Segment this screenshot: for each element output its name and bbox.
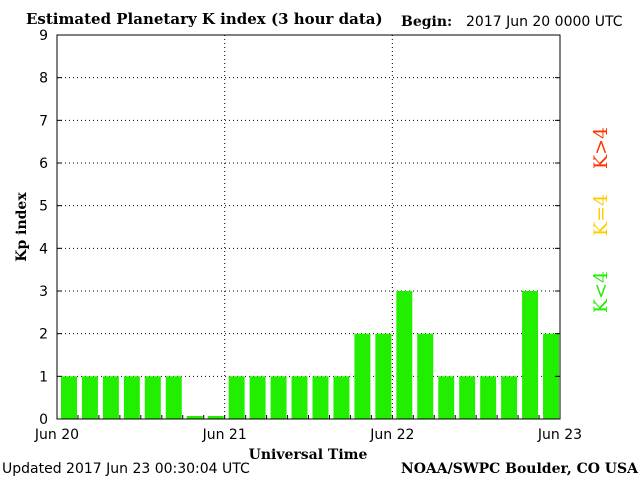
y-tick-label: 0 (39, 412, 48, 428)
kp-bar (396, 291, 413, 419)
kp-bar (333, 376, 350, 419)
kp-bar (291, 376, 308, 419)
credit-text: NOAA/SWPC Boulder, CO USA (400, 461, 638, 477)
kp-bar (165, 376, 182, 419)
y-tick-label: 4 (39, 241, 48, 257)
legend-k-less-4: K<4 (590, 270, 612, 314)
kp-bar (438, 376, 455, 419)
y-tick-label: 5 (39, 199, 48, 215)
kp-bar (207, 416, 224, 419)
y-tick-label: 7 (39, 113, 48, 129)
kp-bar (522, 291, 539, 419)
legend-k-equal-4: K=4 (590, 193, 612, 237)
y-tick-label: 2 (39, 327, 48, 343)
kp-bar (123, 376, 140, 419)
begin-label: Begin: (401, 14, 453, 30)
x-tick-label: Jun 23 (537, 427, 582, 443)
kp-bar (144, 376, 161, 419)
chart-title: Estimated Planetary K index (3 hour data… (26, 10, 383, 28)
y-tick-label: 8 (39, 71, 48, 87)
plot-frame (56, 34, 561, 420)
x-axis-label: Universal Time (248, 447, 368, 463)
legend-k-greater-4: K>4 (590, 126, 612, 170)
x-tick-label: Jun 22 (369, 427, 414, 443)
x-tick-label: Jun 20 (34, 427, 79, 443)
y-axis-label: Kp index (14, 192, 30, 262)
kp-bar (102, 376, 119, 419)
kp-bar (354, 333, 371, 419)
kp-bar (81, 376, 98, 419)
kp-bar (480, 376, 497, 419)
x-tick-label: Jun 21 (202, 427, 247, 443)
y-tick-label: 1 (39, 369, 48, 385)
kp-bar (417, 333, 434, 419)
y-tick-label: 9 (39, 28, 48, 44)
kp-bar (61, 376, 77, 419)
begin-value: 2017 Jun 20 0000 UTC (466, 14, 623, 30)
kp-bar (312, 376, 329, 419)
kp-bar (501, 376, 518, 419)
kp-bar (375, 333, 392, 419)
kp-bar (543, 333, 559, 419)
kp-bar (186, 416, 203, 419)
y-tick-label: 6 (39, 156, 48, 172)
kp-bar (249, 376, 266, 419)
y-tick-label: 3 (39, 284, 48, 300)
updated-timestamp: Updated 2017 Jun 23 00:30:04 UTC (2, 461, 250, 477)
kp-bar (459, 376, 476, 419)
kp-bar (228, 376, 245, 419)
kp-bar (270, 376, 287, 419)
